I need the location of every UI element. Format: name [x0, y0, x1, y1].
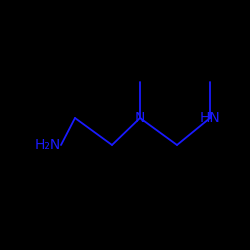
- Text: H₂N: H₂N: [35, 138, 61, 152]
- Text: HN: HN: [200, 111, 220, 125]
- Text: N: N: [135, 111, 145, 125]
